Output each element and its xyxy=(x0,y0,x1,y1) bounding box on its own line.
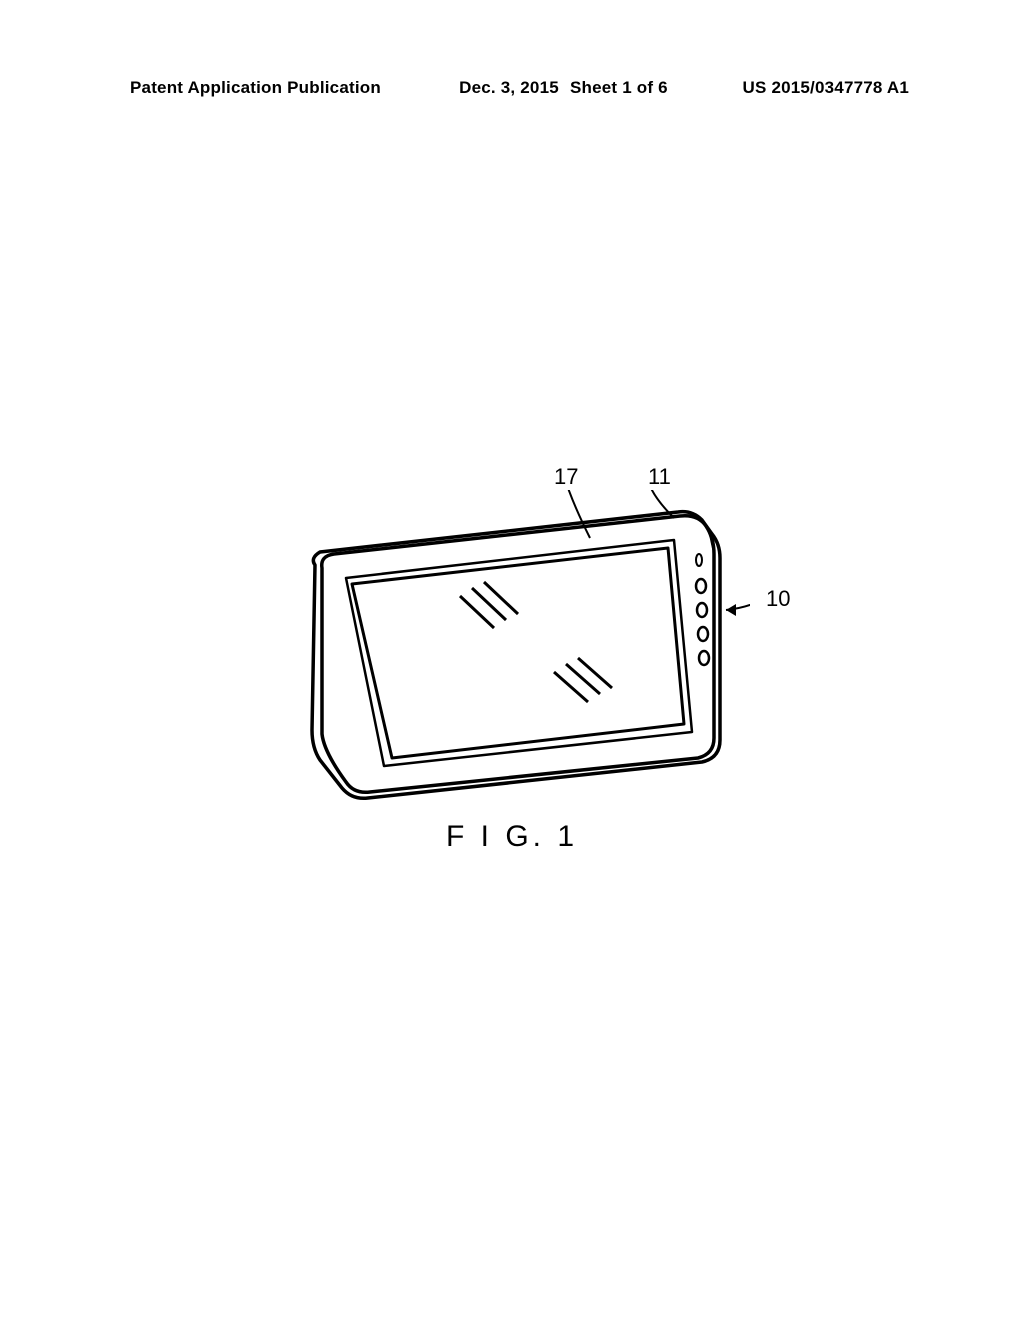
label-11: 11 xyxy=(648,464,671,490)
sheet-number: Sheet 1 of 6 xyxy=(570,78,668,98)
publication-number: US 2015/0347778 A1 xyxy=(743,78,910,98)
publication-type: Patent Application Publication xyxy=(130,78,381,98)
figure-caption: F I G. 1 xyxy=(0,820,1024,854)
label-10: 10 xyxy=(766,586,790,612)
page-header: Patent Application Publication Dec. 3, 2… xyxy=(0,78,1024,98)
publication-date: Dec. 3, 2015 xyxy=(459,78,559,98)
label-17: 17 xyxy=(554,464,578,490)
figure-1: 17 11 10 xyxy=(280,490,750,810)
